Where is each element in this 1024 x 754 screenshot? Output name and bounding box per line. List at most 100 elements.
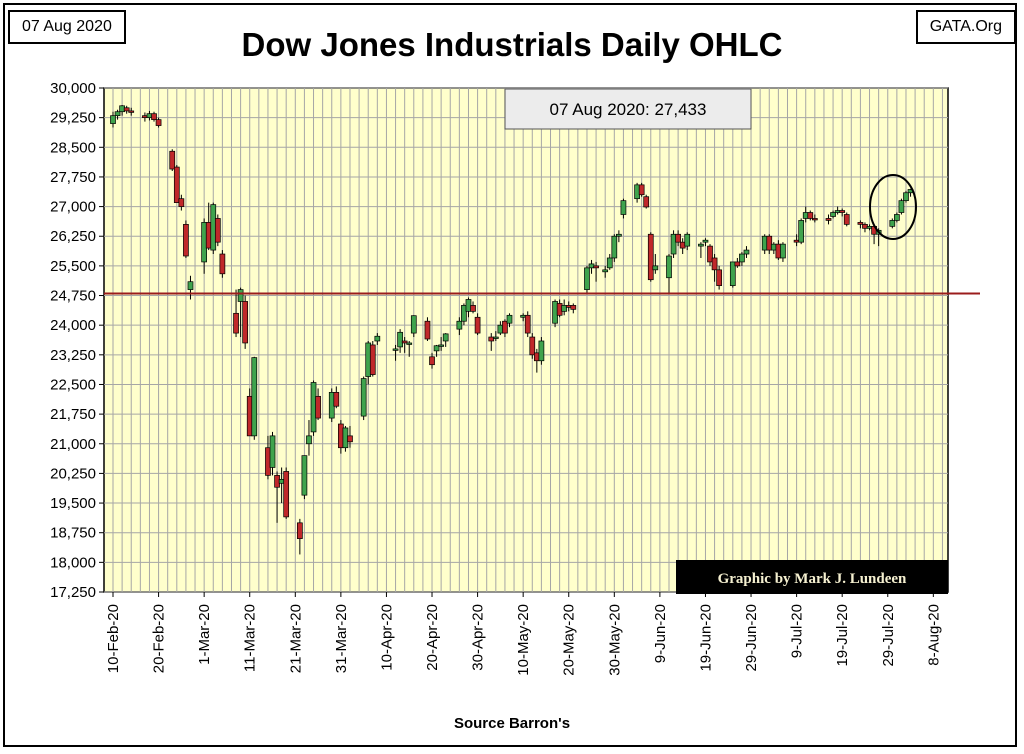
- x-tick-label: 20-Feb-20: [151, 604, 168, 673]
- candle: [825, 214, 832, 225]
- x-axis: 10-Feb-20 20-Feb-20 1-Mar-20 11-Mar-20 21-Ma…: [105, 592, 942, 676]
- y-tick-label: 27,750: [50, 169, 96, 186]
- candle-body: [606, 257, 613, 269]
- candle: [739, 252, 745, 266]
- candle-body: [825, 218, 832, 221]
- candle: [392, 344, 399, 361]
- candle-body: [442, 333, 449, 342]
- x-tick-label: 11-Mar-20: [242, 604, 259, 672]
- candle: [684, 232, 691, 251]
- y-tick-label: 19,500: [50, 495, 96, 512]
- candle-body: [433, 345, 440, 352]
- candle: [839, 208, 846, 217]
- candle-body: [461, 305, 467, 322]
- candle-body: [424, 320, 431, 340]
- y-tick-label: 28,500: [50, 139, 96, 156]
- candle-body: [219, 253, 226, 275]
- y-tick-label: 29,250: [50, 110, 96, 127]
- candle-body: [456, 320, 463, 330]
- candle-body: [502, 320, 508, 334]
- candle-body: [214, 218, 221, 243]
- candle-body: [123, 107, 130, 112]
- candle: [315, 388, 321, 421]
- candle-body: [333, 392, 340, 407]
- candle: [169, 149, 176, 172]
- candle: [183, 220, 189, 258]
- candle: [698, 242, 704, 258]
- y-axis: 30,000 29,250 28,500 27,750 27,000 26,250 25,5…: [50, 80, 104, 601]
- candle: [397, 329, 403, 353]
- date-label: 07 Aug 2020: [8, 10, 126, 44]
- candle-body: [666, 255, 672, 279]
- candle: [675, 230, 681, 247]
- candle: [857, 220, 864, 229]
- candle: [456, 317, 463, 336]
- candle: [470, 301, 476, 314]
- candle: [743, 246, 750, 258]
- y-tick-label: 24,750: [50, 288, 96, 305]
- candle-body: [474, 316, 481, 334]
- candle: [807, 210, 814, 221]
- candle-body: [251, 357, 258, 437]
- y-tick-label: 18,000: [50, 554, 96, 571]
- candle-body: [506, 314, 513, 324]
- candle-body: [616, 233, 622, 237]
- candle: [360, 376, 367, 421]
- candle-body: [306, 435, 312, 445]
- candle: [237, 287, 244, 338]
- candle: [903, 190, 909, 203]
- candle: [369, 340, 376, 377]
- candle: [219, 250, 226, 278]
- candle: [702, 238, 709, 247]
- x-tick-label: 19-Jun-20: [697, 604, 714, 672]
- candle: [606, 254, 613, 270]
- candle: [374, 333, 381, 345]
- candle-body: [670, 233, 677, 255]
- annotation-text: 07 Aug 2020: 27,433: [550, 100, 707, 119]
- candle: [711, 254, 718, 282]
- candle: [461, 303, 467, 326]
- candle-body: [538, 340, 545, 362]
- chart-title: Dow Jones Industrials Daily OHLC: [241, 26, 783, 63]
- candle-body: [898, 200, 905, 213]
- candle-body: [894, 214, 900, 221]
- candle: [729, 261, 736, 288]
- candle: [301, 455, 308, 500]
- y-tick-label: 24,000: [50, 317, 96, 334]
- x-tick-label: 9-Jun-20: [652, 604, 669, 663]
- candle: [652, 254, 659, 274]
- candle-body: [347, 435, 353, 443]
- x-tick-label: 1-Mar-20: [196, 604, 213, 665]
- candle-body: [114, 111, 121, 117]
- y-tick-label: 21,750: [50, 406, 96, 423]
- candle-body: [301, 455, 308, 496]
- candle: [424, 317, 431, 341]
- candle: [347, 425, 353, 448]
- candle-body: [237, 289, 244, 302]
- candle-body: [857, 222, 864, 225]
- candle-body: [584, 267, 590, 290]
- source-label: Source Barron's: [453, 715, 571, 732]
- annotation-box: 07 Aug 2020: 27,433: [504, 88, 752, 130]
- y-tick-label: 17,250: [50, 584, 96, 601]
- candle-body: [392, 348, 399, 351]
- candle-body: [830, 212, 836, 217]
- x-tick-label: 10-May-20: [515, 604, 532, 676]
- candle: [269, 431, 276, 476]
- candle: [242, 295, 249, 349]
- candle-body: [429, 356, 435, 366]
- candle: [401, 337, 408, 353]
- candle-body: [242, 301, 249, 344]
- candle-body: [297, 522, 303, 539]
- y-tick-label: 21,000: [50, 436, 96, 453]
- candle-body: [702, 239, 709, 243]
- candle: [584, 265, 590, 294]
- candle: [410, 315, 417, 338]
- x-tick-label: 8-Aug-20: [925, 604, 942, 666]
- candle-body: [843, 214, 850, 225]
- x-tick-label: 20-May-20: [561, 604, 578, 676]
- candle: [333, 386, 340, 409]
- candle-body: [766, 235, 773, 251]
- candle-body: [269, 435, 276, 468]
- candle: [620, 198, 627, 219]
